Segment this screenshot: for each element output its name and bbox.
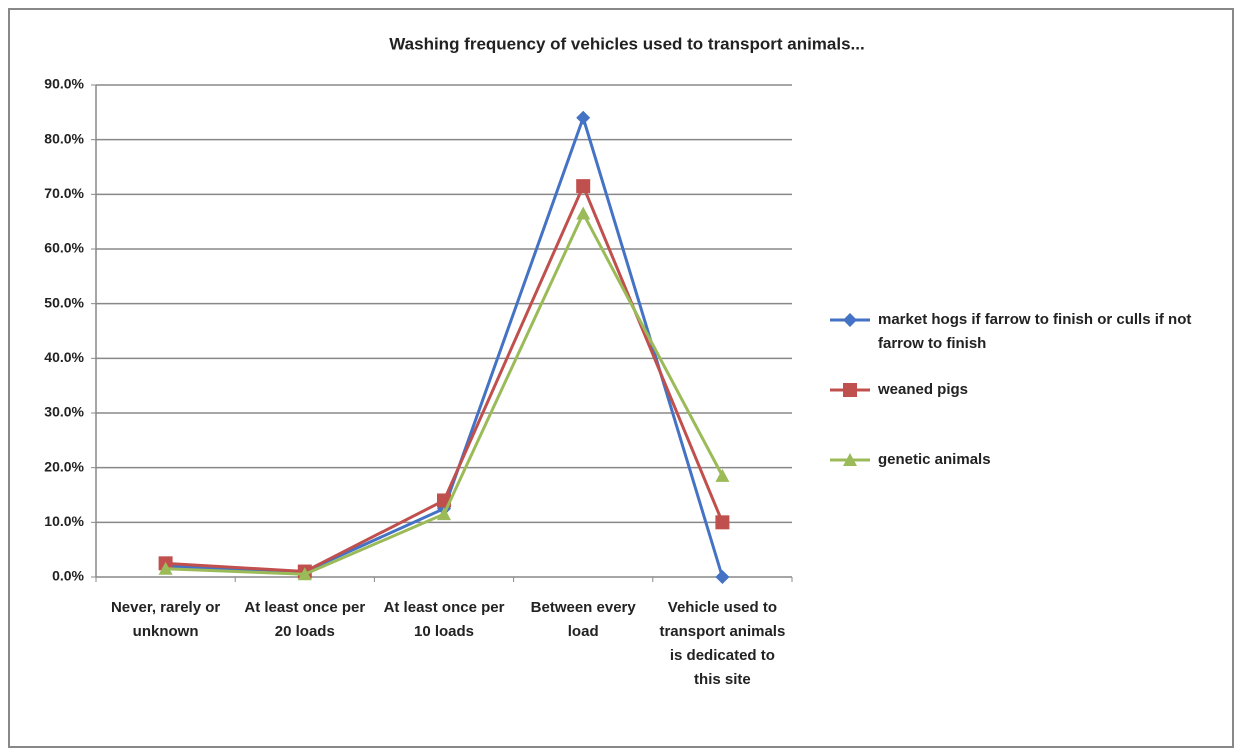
x-tick-label: At least once per 20 loads (244, 599, 366, 640)
marker (715, 468, 730, 482)
x-tick-label: Vehicle used to transport animals is ded… (659, 599, 786, 688)
marker (437, 507, 451, 521)
marker (158, 561, 173, 575)
x-tick-label: Between every load (530, 599, 636, 640)
x-tick-label: Never, rarely or unknown (110, 599, 221, 640)
marker (843, 313, 857, 327)
y-tick-label: 40.0% (44, 349, 84, 365)
y-tick-label: 90.0% (44, 76, 84, 92)
y-tick-label: 80.0% (44, 130, 84, 146)
y-tick-label: 30.0% (44, 404, 84, 420)
legend-label: genetic animals (878, 451, 991, 468)
legend-label: weaned pigs (878, 381, 969, 398)
marker (576, 110, 591, 125)
marker (843, 383, 857, 397)
y-tick-label: 20.0% (44, 458, 84, 474)
marker (715, 515, 730, 530)
x-tick-label: At least once per 10 loads (383, 599, 505, 640)
marker (843, 453, 857, 466)
marker (297, 567, 312, 581)
y-tick-label: 60.0% (44, 240, 84, 256)
y-tick-label: 0.0% (52, 568, 84, 584)
series-line (165, 210, 724, 576)
y-tick-label: 50.0% (44, 294, 84, 310)
marker (576, 179, 591, 194)
legend-label: market hogs if farrow to finish or culls… (878, 311, 1192, 352)
marker (715, 570, 730, 584)
chart-title: Washing frequency of vehicles used to tr… (389, 34, 864, 53)
y-tick-label: 70.0% (44, 185, 84, 201)
marker (576, 206, 591, 220)
y-tick-label: 10.0% (44, 513, 84, 529)
